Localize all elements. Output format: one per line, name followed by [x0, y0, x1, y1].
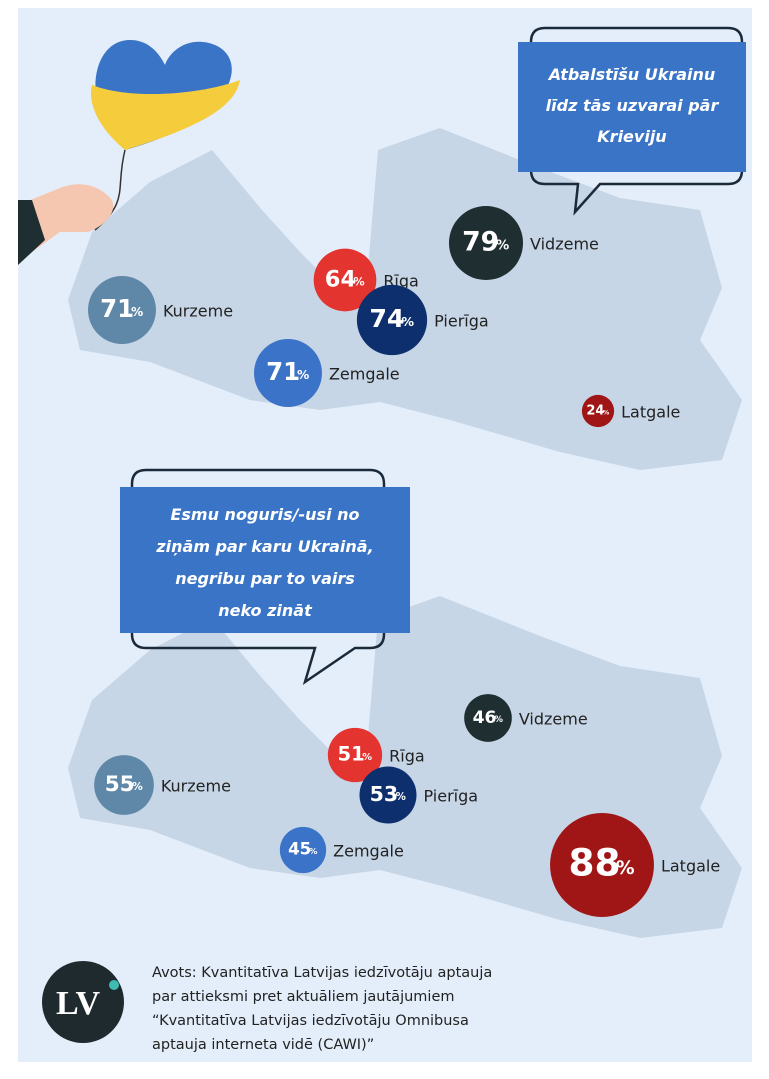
region-label: Kurzeme — [163, 302, 233, 321]
unit-label: % — [362, 752, 372, 763]
balloon — [18, 40, 240, 265]
region-label: Vidzeme — [519, 710, 588, 729]
source-line: “Kvantitatīva Latvijas iedzīvotāju Omnib… — [152, 1013, 469, 1029]
value-label: 74 — [369, 304, 404, 333]
speech-title: Esmu noguris/-usi no ziņām par karu Ukrai… — [155, 505, 373, 620]
value-label: 55 — [105, 772, 135, 797]
speech-bubble — [518, 26, 746, 216]
unit-label: % — [496, 239, 509, 254]
value-label: 45 — [288, 840, 311, 859]
bubble — [356, 284, 428, 356]
bubble — [254, 339, 322, 407]
logo-text: LV — [56, 985, 101, 1022]
unit-label: % — [401, 314, 414, 329]
bubble — [88, 276, 156, 344]
bubble — [327, 727, 383, 783]
unit-label: % — [131, 305, 143, 319]
region-label: Kurzeme — [161, 777, 231, 796]
region-label: Latgale — [621, 403, 680, 422]
value-label: 51 — [337, 743, 364, 766]
region-label: Latgale — [661, 857, 720, 876]
bubble — [581, 394, 615, 428]
unit-label: % — [396, 791, 406, 803]
speech-title: Atbalstīšu Ukrainu līdz tās uzvarai pār Kr… — [546, 65, 720, 146]
unit-label: % — [132, 780, 143, 793]
value-label: 53 — [370, 782, 399, 806]
region-label: Rīga — [389, 747, 425, 766]
unit-label: % — [494, 715, 503, 725]
bubble — [448, 205, 524, 281]
unit-label: % — [603, 408, 610, 416]
value-label: 46 — [473, 708, 497, 728]
unit-label: % — [297, 368, 309, 382]
bubble — [464, 694, 512, 742]
value-label: 71 — [266, 357, 300, 386]
region-label: Pierīga — [434, 312, 489, 331]
speech-bubble — [120, 468, 410, 685]
bubble — [313, 248, 377, 312]
region-label: Zemgale — [333, 842, 404, 861]
value-label: 79 — [462, 227, 499, 258]
unit-label: % — [353, 275, 364, 288]
source-line: par attieksmi pret aktuāliem jautājumiem — [152, 989, 455, 1005]
logo: LV — [42, 961, 124, 1043]
value-label: 24 — [586, 404, 604, 419]
source-line: Avots: Kvantitatīva Latvijas iedzīvotāju… — [152, 965, 492, 981]
bubble — [359, 766, 417, 824]
value-label: 64 — [325, 267, 356, 293]
value-label: 71 — [100, 294, 134, 323]
unit-label: % — [616, 858, 635, 879]
value-label: 88 — [568, 841, 620, 885]
bubble — [550, 813, 654, 917]
unit-label: % — [309, 846, 318, 856]
region-label: Zemgale — [329, 365, 400, 384]
bubble — [279, 826, 327, 874]
bubble — [94, 755, 154, 815]
region-label: Pierīga — [424, 787, 479, 806]
region-label: Vidzeme — [530, 235, 599, 254]
source-line: aptauja interneta vidē (CAWI)” — [152, 1037, 374, 1053]
